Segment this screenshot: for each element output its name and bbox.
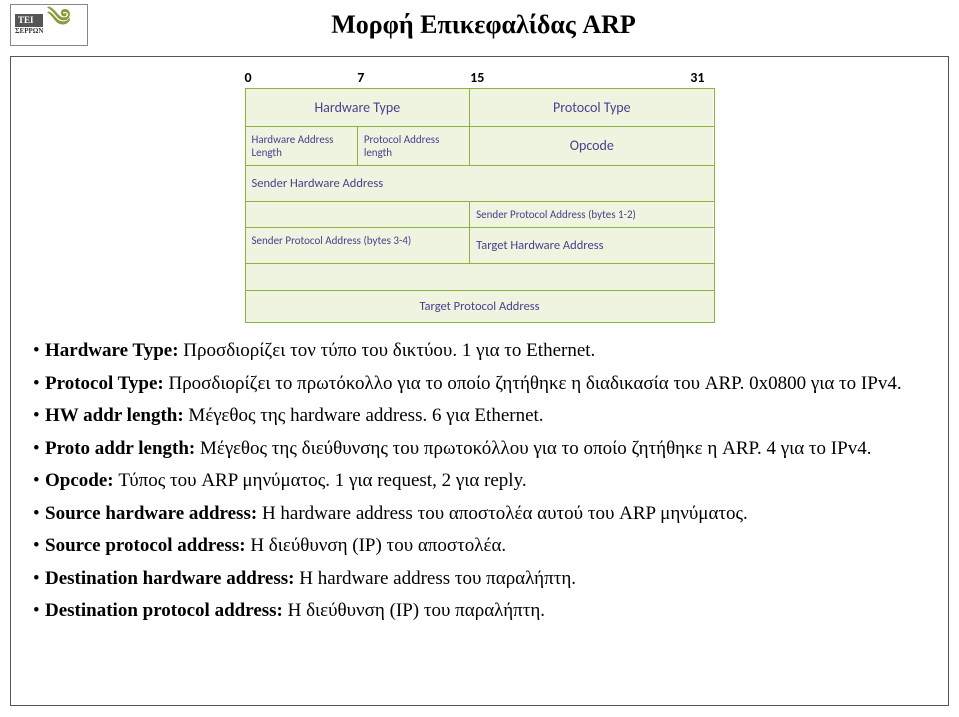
bullet-label: Hardware Type: [45,340,179,361]
description-list: Hardware Type: Προσδιορίζει τον τύπο του… [27,337,932,626]
cell-spa12: Sender Protocol Address (bytes 1-2) [470,202,713,227]
cell-hw-len: Hardware Address Length [246,127,358,165]
bullet-text: H hardware address του παραλήπτη. [294,568,576,589]
bit-15: 15 [470,69,592,86]
content-frame: 0 7 15 31 Hardware Type Protocol Type Ha… [10,56,949,706]
bullet-text: Προσδιορίζει το πρωτόκολλο για το οποίο … [164,373,902,394]
bullet-text: Μέγεθος της διεύθυνσης του πρωτοκόλλου γ… [195,438,871,459]
list-item: Destination hardware address: H hardware… [33,565,932,594]
bullet-label: HW addr length: [45,405,184,426]
table-row: Hardware Address Length Protocol Address… [246,127,714,166]
bullet-text: Μέγεθος της hardware address. 6 για Ethe… [184,405,544,426]
table-row [246,264,714,291]
cell-proto-type: Protocol Type [470,89,713,126]
bullet-text: Η διεύθυνση (IP) του αποστολέα. [246,535,507,556]
cell-hw-type: Hardware Type [246,89,471,126]
bullet-label: Protocol Type: [45,373,164,394]
bullet-label: Source protocol address: [45,535,246,556]
bullet-label: Opcode: [45,470,114,491]
table-row: Sender Protocol Address (bytes 1-2) [246,202,714,228]
table-row: Target Protocol Address [246,291,714,322]
logo-bottom-text: ΣΕΡΡΩΝ [15,27,43,36]
bit-7: 7 [357,69,470,86]
list-item: Destination protocol address: Η διεύθυνσ… [33,597,932,626]
cell-tha-cont [246,264,714,290]
list-item: Proto addr length: Μέγεθος της διεύθυνση… [33,435,932,464]
page-title: Μορφή Επικεφαλίδας ARP [88,10,949,40]
logo-top-text: ΤΕΙ [15,14,43,27]
bullet-text: Προσδιορίζει τον τύπο του δικτύου. 1 για… [179,340,596,361]
bit-31: 31 [592,69,714,86]
logo: ΤΕΙ ΣΕΡΡΩΝ ༄ [10,4,88,46]
list-item: HW addr length: Μέγεθος της hardware add… [33,402,932,431]
bullet-label: Source hardware address: [45,503,257,524]
bullet-label: Proto addr length: [45,438,195,459]
cell-sha: Sender Hardware Address [246,166,714,201]
cell-tpa: Target Protocol Address [246,291,714,322]
bullet-text: Η διεύθυνση (IP) του παραλήπτη. [283,600,545,621]
list-item: Source hardware address: H hardware addr… [33,500,932,529]
page-header: ΤΕΙ ΣΕΡΡΩΝ ༄ Μορφή Επικεφαλίδας ARP [0,0,959,50]
table-row: Hardware Type Protocol Type [246,89,714,127]
table-row: Sender Hardware Address [246,166,714,202]
list-item: Opcode: Τύπος του ARP μηνύματος. 1 για r… [33,467,932,496]
bullet-text: H hardware address του αποστολέα αυτού τ… [257,503,748,524]
logo-swirl-icon: ༄ [47,0,70,59]
cell-tha: Target Hardware Address [470,228,713,263]
cell-proto-len: Protocol Address length [358,127,470,165]
bullet-text: Τύπος του ARP μηνύματος. 1 για request, … [114,470,527,491]
bit-0: 0 [245,69,358,86]
bullet-label: Destination protocol address: [45,600,283,621]
arp-header-table: Hardware Type Protocol Type Hardware Add… [245,88,715,323]
list-item: Source protocol address: Η διεύθυνση (IP… [33,532,932,561]
bullet-label: Destination hardware address: [45,568,294,589]
cell-opcode: Opcode [470,127,713,165]
bit-ruler: 0 7 15 31 [245,69,715,88]
cell-spa34: Sender Protocol Address (bytes 3-4) [246,228,471,263]
table-row: Sender Protocol Address (bytes 3-4) Targ… [246,228,714,264]
list-item: Protocol Type: Προσδιορίζει το πρωτόκολλ… [33,370,932,399]
arp-header-diagram: 0 7 15 31 Hardware Type Protocol Type Ha… [245,69,715,323]
cell-sha-cont [246,202,471,227]
list-item: Hardware Type: Προσδιορίζει τον τύπο του… [33,337,932,366]
